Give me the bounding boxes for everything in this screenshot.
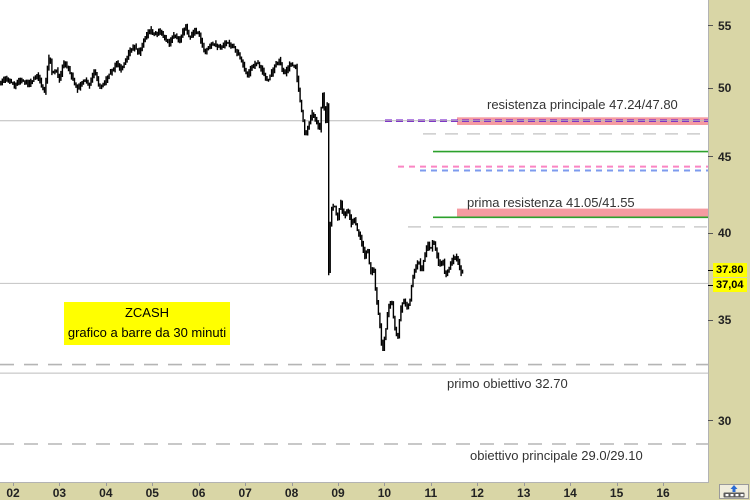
x-tick-label: 12: [470, 486, 484, 500]
plot-area: resistenza principale 47.24/47.80 prima …: [0, 0, 709, 483]
x-tick-label: 10: [377, 486, 392, 500]
x-tick-label: 16: [656, 486, 670, 500]
x-tick-mark: [616, 483, 618, 486]
x-tick-label: 13: [517, 486, 531, 500]
up-arrow-toolbar-icon: [723, 485, 745, 498]
x-tick-label: 04: [99, 486, 113, 500]
x-tick-label: 02: [6, 486, 20, 500]
x-tick-label: 03: [52, 486, 67, 500]
x-tick-label: 15: [609, 486, 624, 500]
price-bars: [0, 23, 464, 351]
y-tick-mark: [708, 156, 713, 158]
x-tick-mark: [477, 483, 479, 486]
y-tick-mark: [708, 420, 713, 422]
toolbar-bar-icon: [723, 492, 745, 498]
x-tick-mark: [13, 483, 14, 486]
x-tick-mark: [338, 483, 339, 486]
x-tick-label: 09: [331, 486, 345, 500]
x-tick-mark: [523, 483, 525, 486]
x-tick-mark: [245, 483, 247, 486]
y-axis: 37.80 37,04 55 50 45 40 35 30: [708, 0, 750, 482]
y-tick-label: 50: [708, 80, 731, 96]
symbol-description: grafico a barre da 30 minuti: [67, 325, 227, 340]
x-tick-mark: [198, 483, 200, 486]
y-tick-mark: [708, 25, 713, 27]
x-tick-label: 07: [238, 486, 252, 500]
target-first-label: primo obiettivo 32.70: [447, 376, 568, 391]
symbol-name: ZCASH: [124, 305, 170, 320]
y-tick-mark: [708, 319, 713, 321]
target-main-label: obiettivo principale 29.0/29.10: [470, 448, 643, 463]
x-tick-mark: [59, 483, 61, 486]
resistance-first-label: prima resistenza 41.05/41.55: [467, 195, 635, 210]
x-tick-label: 11: [424, 486, 438, 500]
price-chart: [0, 23, 708, 445]
x-axis: 02 03 04 05 06 07 08 09 10 11 12 13 14 15 16: [0, 483, 708, 500]
x-tick-mark: [384, 483, 386, 486]
x-tick-mark: [430, 483, 432, 486]
y-tick-label: 45: [708, 149, 731, 165]
y-tick-label: 55: [708, 18, 731, 34]
y-tick-mark: [708, 87, 713, 89]
x-tick-mark: [291, 483, 293, 486]
y-tick-label: 30: [708, 413, 731, 429]
x-tick-mark: [152, 483, 154, 486]
expand-toolbar-button[interactable]: [719, 484, 749, 499]
x-tick-label: 14: [563, 486, 577, 500]
x-tick-mark: [105, 483, 107, 486]
x-tick-label: 08: [284, 486, 299, 500]
resistance-band: [457, 208, 708, 217]
y-tick-label: 40: [708, 225, 731, 241]
last-price-tag: 37.80: [708, 263, 747, 278]
y-tick-mark: [708, 232, 713, 234]
x-tick-label: 06: [192, 486, 206, 500]
resistance-main-label: resistenza principale 47.24/47.80: [487, 97, 678, 112]
up-arrow-icon: [730, 485, 738, 492]
y-tick-label: 35: [708, 312, 731, 328]
x-tick-mark: [663, 483, 665, 486]
symbol-label-box: ZCASH grafico a barre da 30 minuti: [64, 302, 230, 345]
x-tick-label: 05: [145, 486, 159, 500]
x-tick-mark: [570, 483, 572, 486]
key-level-price-tag: 37,04: [708, 278, 747, 293]
